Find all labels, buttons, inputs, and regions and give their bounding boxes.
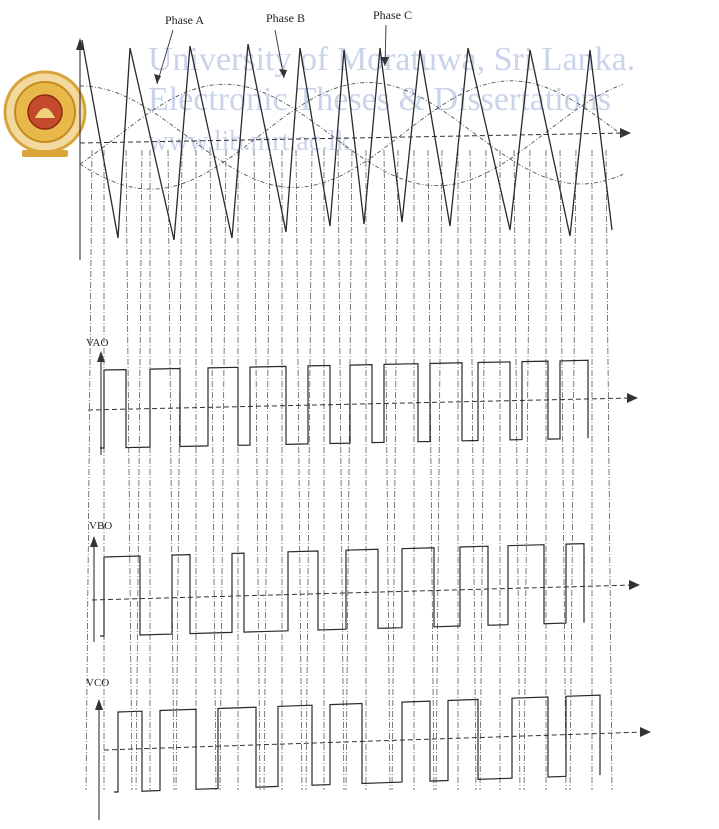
university-seal-icon xyxy=(3,70,87,157)
projection-line xyxy=(435,149,443,791)
phase-c-callout xyxy=(381,24,389,67)
projection-line xyxy=(469,149,477,791)
projection-line xyxy=(125,149,133,791)
switching-projection-lines xyxy=(85,149,613,791)
projection-line xyxy=(337,149,345,791)
vao-label: VAO xyxy=(86,337,108,349)
projection-line xyxy=(391,149,399,791)
projection-line xyxy=(523,149,531,791)
phase-a-label: Phase A xyxy=(165,13,204,27)
projection-line xyxy=(85,149,93,791)
projection-line xyxy=(135,149,143,791)
projection-line xyxy=(559,149,567,791)
projection-line xyxy=(253,149,261,791)
vbo-label: VBO xyxy=(89,520,112,532)
phase-c-label: Phase C xyxy=(373,8,412,22)
vbo-pulse-train xyxy=(100,542,585,637)
phase-a-callout xyxy=(154,29,174,85)
projection-line xyxy=(479,149,487,791)
vco-label: VCO xyxy=(86,677,109,689)
projection-line xyxy=(175,149,183,791)
projection-line xyxy=(219,149,227,791)
phase-b-label: Phase B xyxy=(266,11,305,25)
projection-line xyxy=(345,149,353,791)
projection-line xyxy=(209,149,217,791)
projection-line xyxy=(605,149,613,791)
watermark-line-2: Electronic Theses & Dissertations xyxy=(148,81,611,118)
projection-line xyxy=(263,149,271,791)
projection-line xyxy=(427,149,435,791)
projection-line xyxy=(167,149,175,791)
vco-panel: VCO xyxy=(86,677,651,820)
phase-c-sine xyxy=(79,82,624,190)
vbo-panel: VBO xyxy=(89,520,640,642)
phase-b-callout xyxy=(274,29,287,79)
projection-line xyxy=(513,149,521,791)
vao-pulse-train xyxy=(100,359,589,449)
vco-pulse-train xyxy=(114,694,601,793)
watermark-line-1: University of Moratuwa, Sri Lanka. xyxy=(148,41,635,78)
phase-b-sine xyxy=(79,83,624,187)
triangular-carrier xyxy=(81,39,613,241)
projection-line xyxy=(305,149,313,791)
vao-panel: VAO xyxy=(86,337,638,455)
projection-line xyxy=(569,149,577,791)
projection-line xyxy=(383,149,391,791)
phase-a-sine xyxy=(80,80,624,188)
projection-line xyxy=(295,149,303,791)
